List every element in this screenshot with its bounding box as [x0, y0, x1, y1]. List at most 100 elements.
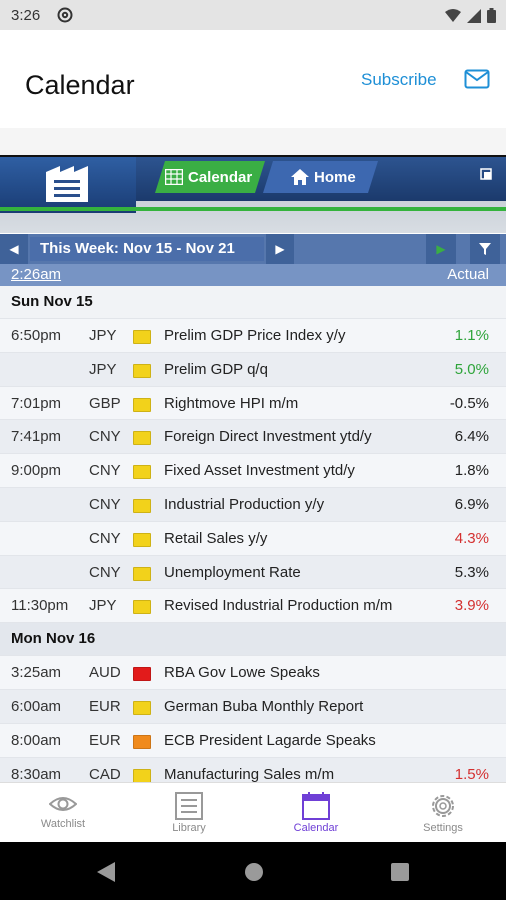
- event-time: 7:41pm: [11, 428, 62, 446]
- event-currency: JPY: [89, 597, 117, 615]
- event-title: Retail Sales y/y: [164, 529, 268, 547]
- event-actual: 3.9%: [454, 597, 489, 615]
- event-title: Unemployment Rate: [164, 563, 301, 581]
- event-time: 11:30pm: [11, 597, 69, 615]
- impact-folder-icon[interactable]: [133, 600, 151, 615]
- event-time: 8:30am: [11, 765, 62, 783]
- event-actual: 5.0%: [454, 360, 489, 378]
- tab-calendar-label: Calendar: [188, 168, 253, 186]
- tab-home[interactable]: Home: [263, 161, 378, 193]
- event-actual: 1.8%: [454, 462, 489, 480]
- event-row[interactable]: 6:50pm JPY Prelim GDP Price Index y/y 1.1%: [0, 319, 506, 353]
- event-title: Industrial Production y/y: [164, 495, 325, 513]
- week-title[interactable]: This Week: Nov 15 - Nov 21: [30, 237, 264, 261]
- impact-folder-icon[interactable]: [133, 768, 151, 783]
- recents-icon[interactable]: [391, 863, 409, 881]
- event-currency: CNY: [89, 563, 121, 581]
- nav-settings[interactable]: Settings: [380, 783, 506, 843]
- current-time-link[interactable]: 2:26am: [11, 266, 62, 283]
- event-row[interactable]: 6:00am EUR German Buba Monthly Report: [0, 689, 506, 724]
- event-actual: -0.5%: [449, 394, 489, 412]
- event-title: Foreign Direct Investment ytd/y: [164, 428, 372, 446]
- nav-library-label: Library: [172, 822, 206, 834]
- event-currency: JPY: [89, 327, 117, 344]
- bottom-nav: Watchlist Library Calendar Settings: [0, 782, 506, 843]
- page-title: Calendar: [25, 70, 135, 100]
- event-title: Fixed Asset Investment ytd/y: [164, 462, 355, 480]
- event-row[interactable]: 7:41pm CNY Foreign Direct Investment ytd/y…: [0, 420, 506, 455]
- status-bar: 3:26: [0, 0, 506, 30]
- play-icon: ▶: [436, 242, 446, 256]
- event-title: German Buba Monthly Report: [164, 697, 364, 715]
- status-time: 3:26: [11, 7, 41, 24]
- subscribe-button[interactable]: Subscribe: [361, 70, 437, 89]
- event-title: ECB President Lagarde Speaks: [164, 731, 376, 749]
- home-icon: [291, 169, 309, 185]
- event-currency: AUD: [89, 664, 121, 682]
- event-actual: 4.3%: [454, 529, 489, 547]
- event-title: Prelim GDP Price Index y/y: [164, 327, 346, 344]
- event-row[interactable]: 7:01pm GBP Rightmove HPI m/m -0.5%: [0, 386, 506, 421]
- popout-icon[interactable]: [480, 168, 492, 180]
- event-row[interactable]: 11:30pm JPY Revised Industrial Production …: [0, 589, 506, 624]
- event-title: Prelim GDP q/q: [164, 360, 268, 378]
- app-bar: Calendar Subscribe: [0, 30, 506, 128]
- tab-home-label: Home: [314, 168, 356, 186]
- impact-folder-icon[interactable]: [133, 397, 151, 412]
- mail-icon[interactable]: [464, 69, 490, 89]
- impact-folder-icon[interactable]: [133, 431, 151, 446]
- eye-icon: [49, 797, 77, 811]
- filter-button[interactable]: [470, 234, 500, 264]
- chevron-right-icon: ▶: [275, 242, 285, 256]
- event-currency: CAD: [89, 765, 121, 783]
- event-actual: 1.1%: [454, 327, 489, 344]
- prev-week-button[interactable]: ◀: [0, 234, 28, 264]
- event-title: Revised Industrial Production m/m: [164, 597, 393, 615]
- home-circle-icon[interactable]: [244, 862, 264, 882]
- event-row[interactable]: CNY Unemployment Rate 5.3%: [0, 555, 506, 590]
- next-week-button[interactable]: ▶: [266, 234, 294, 264]
- back-icon[interactable]: [97, 862, 115, 882]
- event-row[interactable]: CNY Retail Sales y/y 4.3%: [0, 521, 506, 556]
- impact-folder-icon[interactable]: [133, 363, 151, 378]
- impact-folder-icon[interactable]: [133, 566, 151, 581]
- event-row[interactable]: JPY Prelim GDP q/q 5.0%: [0, 352, 506, 387]
- event-row[interactable]: CNY Industrial Production y/y 6.9%: [0, 487, 506, 522]
- nav-library[interactable]: Library: [126, 783, 252, 843]
- impact-folder-icon[interactable]: [133, 667, 151, 682]
- event-row[interactable]: 9:00pm CNY Fixed Asset Investment ytd/y 1.8…: [0, 454, 506, 488]
- event-actual: 6.4%: [454, 428, 489, 446]
- impact-folder-icon[interactable]: [133, 330, 151, 344]
- nav-calendar[interactable]: Calendar: [253, 783, 379, 843]
- calendar-grid-icon: [165, 169, 183, 185]
- header-green-line: [0, 207, 506, 211]
- impact-folder-icon[interactable]: [133, 465, 151, 480]
- site-logo[interactable]: [0, 157, 136, 213]
- nav-watchlist[interactable]: Watchlist: [0, 783, 126, 843]
- column-header: 2:26am Actual: [0, 264, 506, 286]
- day-header: Mon Nov 16: [0, 623, 506, 657]
- actual-column-header: Actual: [447, 266, 489, 283]
- divider-gap: [0, 128, 506, 156]
- event-time: 6:00am: [11, 697, 62, 715]
- event-row[interactable]: 8:30am CAD Manufacturing Sales m/m 1.5%: [0, 757, 506, 784]
- impact-folder-icon[interactable]: [133, 498, 151, 513]
- impact-folder-icon[interactable]: [133, 532, 151, 547]
- tab-calendar[interactable]: Calendar: [155, 161, 265, 193]
- event-row[interactable]: 3:25am AUD RBA Gov Lowe Speaks: [0, 656, 506, 690]
- site-header: Calendar Home: [0, 157, 506, 233]
- wifi-icon: [445, 8, 461, 22]
- event-time: 9:00pm: [11, 462, 62, 480]
- factory-logo-icon: [46, 166, 88, 202]
- event-currency: CNY: [89, 462, 121, 480]
- play-button[interactable]: ▶: [426, 234, 456, 264]
- event-currency: EUR: [89, 731, 121, 749]
- event-row[interactable]: 8:00am EUR ECB President Lagarde Speaks: [0, 723, 506, 758]
- at-sign-icon: [57, 7, 73, 23]
- impact-folder-icon[interactable]: [133, 734, 151, 749]
- impact-folder-icon[interactable]: [133, 700, 151, 715]
- event-actual: 5.3%: [454, 563, 489, 581]
- signal-icon: [467, 8, 481, 23]
- nav-settings-label: Settings: [423, 822, 463, 834]
- event-time: 8:00am: [11, 731, 62, 749]
